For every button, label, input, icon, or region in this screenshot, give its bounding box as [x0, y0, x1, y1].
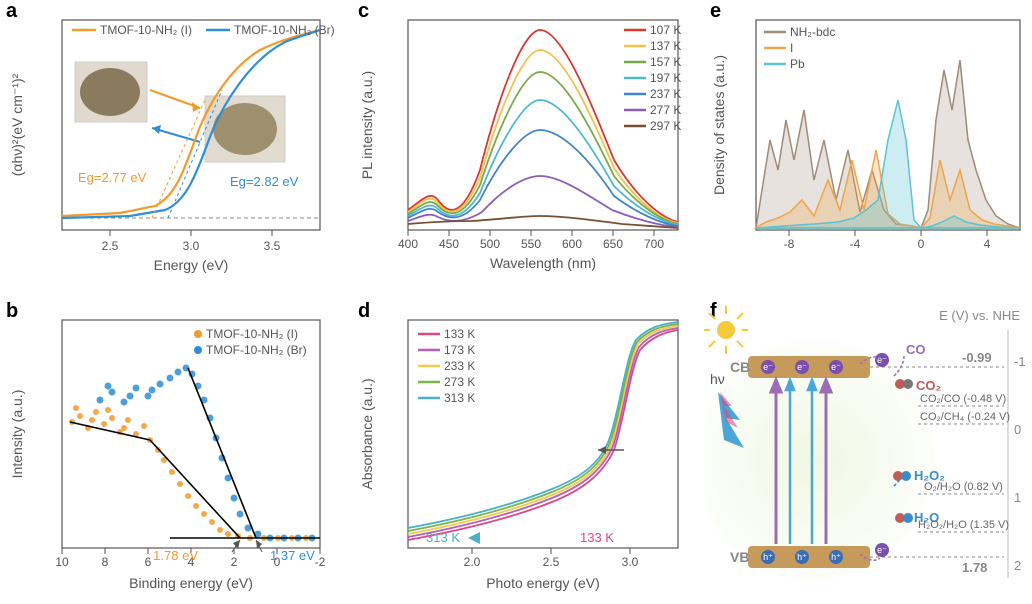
svg-text:3.0: 3.0 [183, 239, 200, 253]
panel-f-diagram: E (V) vs. NHE -1 0 1 2 hν CB e⁻ e⁻ e⁻ -0.99 V… [704, 300, 1032, 600]
svg-text:2.5: 2.5 [543, 555, 560, 569]
svg-text:Intensity (a.u.): Intensity (a.u.) [9, 390, 25, 479]
svg-text:CO₂: CO₂ [916, 378, 942, 393]
svg-text:500: 500 [480, 237, 500, 251]
svg-text:400: 400 [398, 237, 418, 251]
svg-text:133 K: 133 K [580, 530, 614, 545]
svg-text:6: 6 [145, 555, 152, 569]
svg-text:hν: hν [710, 371, 725, 387]
svg-text:277 K: 277 K [650, 103, 681, 117]
svg-text:273 K: 273 K [444, 375, 475, 389]
svg-text:1: 1 [1014, 490, 1021, 505]
svg-text:297 K: 297 K [650, 119, 681, 133]
svg-text:2: 2 [1014, 558, 1021, 573]
svg-text:107 K: 107 K [650, 23, 681, 37]
panel-e-chart: -8-404 Density of states (a.u.) NH₂-bdc … [704, 0, 1032, 280]
svg-text:173 K: 173 K [444, 343, 475, 357]
svg-text:3.5: 3.5 [264, 239, 281, 253]
svg-text:E (V) vs. NHE: E (V) vs. NHE [939, 308, 1020, 323]
svg-text:-1: -1 [1014, 354, 1026, 369]
svg-text:2: 2 [231, 555, 238, 569]
svg-text:e⁻: e⁻ [877, 545, 887, 555]
svg-text:h⁺: h⁺ [831, 552, 841, 562]
svg-text:10: 10 [55, 555, 69, 569]
svg-text:157 K: 157 K [650, 55, 681, 69]
svg-text:137 K: 137 K [650, 39, 681, 53]
svg-text:600: 600 [562, 237, 582, 251]
svg-text:TMOF-10-NH₂ (I): TMOF-10-NH₂ (I) [206, 327, 298, 341]
svg-text:8: 8 [102, 555, 109, 569]
svg-text:Absorbance (a.u.): Absorbance (a.u.) [359, 378, 375, 489]
svg-text:237 K: 237 K [650, 87, 681, 101]
svg-text:h⁺: h⁺ [763, 552, 773, 562]
svg-text:Eg=2.82 eV: Eg=2.82 eV [230, 174, 299, 189]
svg-text:Eg=2.77 eV: Eg=2.77 eV [78, 170, 147, 185]
svg-text:Density of states (a.u.): Density of states (a.u.) [711, 55, 727, 195]
svg-text:550: 550 [521, 237, 541, 251]
svg-text:-8: -8 [784, 237, 795, 251]
panel-d: d 2.02.53.0 Photo energy (eV) Absorbance… [352, 300, 696, 600]
panel-e: e -8-404 Density of states (a.u.) NH₂-bd… [704, 0, 1032, 280]
svg-text:I: I [790, 41, 793, 55]
svg-text:1.78 eV: 1.78 eV [153, 548, 198, 563]
svg-text:TMOF-10-NH₂ (Br): TMOF-10-NH₂ (Br) [234, 23, 335, 37]
svg-text:-0.99: -0.99 [962, 350, 992, 365]
panel-a-chart: 2.5 3.0 3.5 Energy (eV) (αhν)²(eV cm⁻¹)²… [0, 0, 344, 280]
svg-text:H₂O₂/H₂O (1.35 V): H₂O₂/H₂O (1.35 V) [918, 519, 1009, 531]
svg-text:e⁻: e⁻ [877, 355, 887, 365]
svg-text:0: 0 [918, 237, 925, 251]
panel-c-chart: 400 450 500 550 600 650 700 Wavelength (nm) PL… [352, 0, 696, 280]
panel-a-ylabel: (αhν)²(eV cm⁻¹)² [9, 73, 25, 176]
svg-text:233 K: 233 K [444, 359, 475, 373]
svg-text:313 K: 313 K [426, 530, 460, 545]
panel-b: b 1086 420 -2 Binding energy (eV) Intens… [0, 300, 344, 600]
svg-text:450: 450 [439, 237, 459, 251]
svg-text:4: 4 [984, 237, 991, 251]
svg-text:CO: CO [906, 342, 926, 357]
sun-icon [704, 306, 748, 354]
svg-text:2.5: 2.5 [102, 239, 119, 253]
panel-c: c 400450500550600650700 Wavelength (nm) … [352, 0, 696, 280]
svg-text:e⁻: e⁻ [797, 362, 807, 372]
panel-b-chart: 1086 420 -2 Binding energy (eV) Intensit… [0, 300, 344, 600]
svg-text:CB: CB [730, 359, 750, 375]
svg-text:700: 700 [644, 237, 664, 251]
svg-text:PL intensity (a.u.): PL intensity (a.u.) [359, 71, 375, 179]
svg-text:-4: -4 [850, 237, 861, 251]
svg-text:CO₂/CH₄ (-0.24 V): CO₂/CH₄ (-0.24 V) [920, 411, 1010, 423]
svg-text:Photo energy (eV): Photo energy (eV) [486, 575, 600, 591]
svg-text:O₂/H₂O (0.82 V): O₂/H₂O (0.82 V) [924, 481, 1003, 493]
svg-text:650: 650 [603, 237, 623, 251]
svg-text:313 K: 313 K [444, 391, 475, 405]
svg-text:TMOF-10-NH₂ (I): TMOF-10-NH₂ (I) [100, 23, 192, 37]
svg-text:e⁻: e⁻ [831, 362, 841, 372]
svg-text:NH₂-bdc: NH₂-bdc [790, 25, 835, 39]
svg-text:1.78: 1.78 [962, 560, 987, 575]
panel-a-xlabel: Energy (eV) [154, 257, 229, 273]
svg-text:Wavelength (nm): Wavelength (nm) [490, 255, 596, 271]
svg-text:1.37 eV: 1.37 eV [270, 548, 315, 563]
svg-text:CO₂/CO (-0.48 V): CO₂/CO (-0.48 V) [920, 393, 1006, 405]
svg-text:TMOF-10-NH₂ (Br): TMOF-10-NH₂ (Br) [206, 343, 307, 357]
svg-text:VB: VB [730, 549, 749, 565]
svg-text:2.0: 2.0 [464, 555, 481, 569]
svg-text:0: 0 [1014, 422, 1021, 437]
panel-f: f E (V) vs. NHE -1012 hν CB e⁻e⁻e⁻ -0.99… [704, 300, 1032, 600]
svg-text:e⁻: e⁻ [763, 362, 773, 372]
svg-text:Pb: Pb [790, 57, 805, 71]
svg-text:Binding energy (eV): Binding energy (eV) [129, 575, 253, 591]
svg-text:3.0: 3.0 [622, 555, 639, 569]
panel-d-chart: 2.0 2.5 3.0 Photo energy (eV) Absorbance (… [352, 300, 696, 600]
svg-text:197 K: 197 K [650, 71, 681, 85]
svg-text:133 K: 133 K [444, 327, 475, 341]
panel-a: a 2.5 3.0 3.5 Energy (eV) (αhν)²(eV cm⁻¹… [0, 0, 344, 280]
svg-text:h⁺: h⁺ [797, 552, 807, 562]
svg-text:-2: -2 [315, 555, 326, 569]
figure: a 2.5 3.0 3.5 Energy (eV) (αhν)²(eV cm⁻¹… [0, 0, 1032, 604]
